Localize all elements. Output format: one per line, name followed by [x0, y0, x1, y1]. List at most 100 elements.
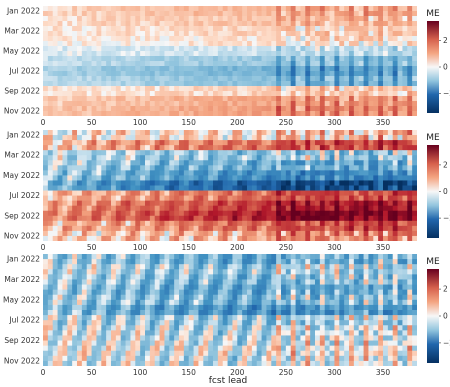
heatmap-cell: [281, 160, 287, 166]
heatmap-cell: [222, 350, 228, 357]
heatmap-cell: [368, 350, 374, 357]
heatmap-cell: [373, 210, 379, 217]
heatmap-cell: [281, 155, 287, 161]
heatmap-cell: [159, 135, 165, 141]
heatmap-cell: [271, 66, 277, 72]
heatmap-cell: [57, 160, 63, 166]
heatmap-cell: [164, 230, 170, 237]
heatmap-cell: [271, 180, 277, 186]
heatmap-cell: [77, 56, 83, 62]
heatmap-cell: [164, 315, 170, 321]
heatmap-cell: [402, 215, 408, 222]
heatmap-cell: [378, 284, 384, 291]
heatmap-cell: [227, 350, 233, 357]
heatmap-cell: [101, 294, 107, 301]
heatmap-cell: [106, 165, 112, 171]
heatmap-cell: [281, 340, 287, 347]
heatmap-cell: [203, 21, 209, 27]
heatmap-cell: [217, 205, 224, 212]
heatmap-cell: [57, 111, 63, 116]
heatmap-cell: [120, 294, 126, 301]
heatmap-cell: [149, 106, 156, 112]
heatmap-cell: [290, 91, 296, 97]
heatmap-cell: [334, 61, 340, 67]
heatmap-cell: [251, 96, 258, 102]
heatmap-cell: [363, 175, 369, 181]
heatmap-cell: [368, 130, 374, 136]
heatmap-cell: [319, 345, 326, 352]
heatmap-cell: [397, 315, 403, 321]
heatmap-cell: [43, 145, 49, 151]
heatmap-cell: [247, 135, 253, 141]
heatmap-cell: [237, 26, 243, 32]
heatmap-cell: [276, 180, 282, 186]
heatmap-cell: [179, 130, 185, 136]
heatmap-cell: [281, 81, 287, 87]
heatmap-cell: [344, 279, 350, 285]
heatmap-cell: [247, 279, 253, 285]
heatmap-cell: [383, 254, 389, 260]
heatmap-cell: [96, 220, 102, 227]
heatmap-cell: [193, 220, 199, 227]
heatmap-cell: [120, 160, 126, 166]
heatmap-cell: [300, 101, 306, 107]
heatmap-cell: [217, 345, 224, 352]
heatmap-cell: [203, 91, 209, 97]
heatmap-cell: [392, 350, 398, 357]
heatmap-cell: [179, 101, 185, 107]
heatmap-cell: [247, 269, 253, 275]
heatmap-cell: [57, 61, 63, 67]
heatmap-cell: [392, 46, 398, 52]
heatmap-cell: [412, 210, 417, 217]
heatmap-cell: [358, 180, 364, 186]
heatmap-cell: [213, 185, 219, 191]
heatmap-cell: [52, 200, 58, 207]
heatmap-cell: [125, 66, 131, 72]
heatmap-cell: [242, 269, 248, 275]
heatmap-cell: [232, 61, 238, 67]
heatmap-cell: [315, 299, 321, 306]
heatmap-cell: [77, 26, 83, 32]
heatmap-cell: [339, 71, 345, 77]
heatmap-cell: [358, 130, 364, 136]
heatmap-cell: [208, 235, 214, 241]
heatmap-cell: [256, 335, 262, 341]
heatmap-cell: [111, 26, 117, 32]
heatmap-cell: [397, 195, 403, 202]
heatmap-cell: [363, 345, 369, 352]
heatmap-cell: [305, 76, 311, 82]
heatmap-cell: [392, 150, 398, 156]
heatmap-cell: [115, 170, 122, 176]
heatmap-cell: [392, 269, 398, 275]
heatmap-cell: [72, 284, 78, 291]
heatmap-cell: [281, 41, 287, 47]
heatmap-cell: [227, 96, 233, 102]
heatmap-cell: [86, 51, 92, 57]
heatmap-cell: [106, 56, 112, 62]
heatmap-cell: [101, 6, 107, 12]
heatmap-cell: [358, 299, 364, 306]
heatmap-cell: [295, 205, 301, 212]
heatmap-cell: [203, 36, 209, 42]
heatmap-cell: [164, 155, 170, 161]
heatmap-cell: [208, 51, 214, 57]
heatmap-cell: [208, 210, 214, 217]
heatmap-cell: [154, 160, 160, 166]
heatmap-cell: [271, 145, 277, 151]
heatmap-cell: [247, 140, 253, 146]
heatmap-cell: [52, 155, 58, 161]
heatmap-cell: [329, 299, 335, 306]
heatmap-cell: [213, 96, 219, 102]
heatmap-cell: [164, 235, 170, 241]
x-tick-label: 150: [182, 243, 197, 252]
heatmap-cell: [47, 205, 54, 212]
heatmap-cell: [261, 61, 267, 67]
heatmap-cell: [232, 284, 238, 291]
heatmap-cell: [86, 225, 92, 232]
heatmap-cell: [315, 101, 321, 107]
heatmap-cell: [232, 51, 238, 57]
heatmap-cell: [324, 299, 330, 306]
heatmap-cell: [387, 61, 394, 67]
heatmap-cell: [111, 165, 117, 171]
heatmap-cell: [164, 6, 170, 12]
